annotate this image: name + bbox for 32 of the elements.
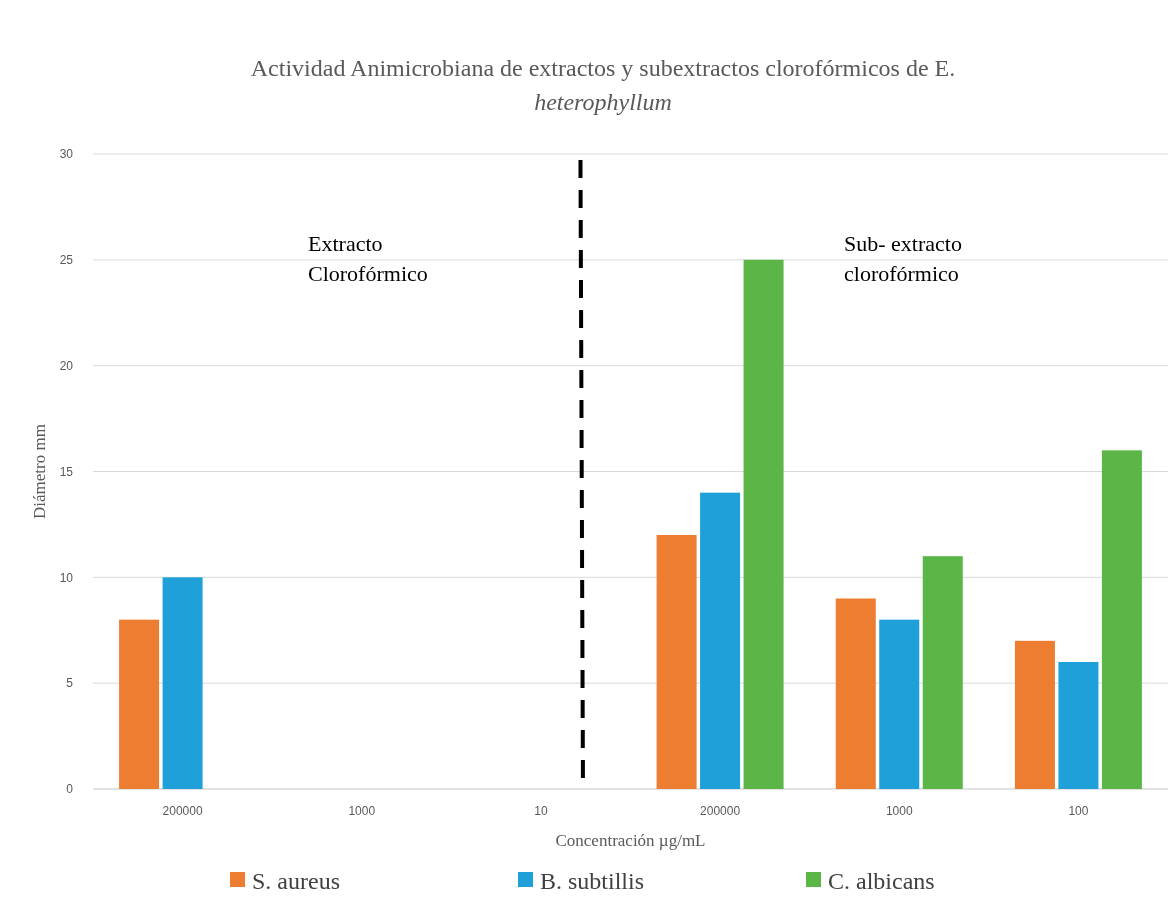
x-tick-label: 200000 (162, 804, 203, 818)
y-tick-label: 25 (59, 253, 74, 268)
y-tick-label: 30 (59, 147, 74, 162)
x-tick-label: 100 (1068, 804, 1089, 818)
bar (835, 598, 876, 789)
y-tick-label: 20 (59, 358, 74, 373)
chart-title: Actividad Animicrobiana de extractos y subextractos clorofórmicos de E. heterophyllum (250, 55, 956, 115)
bar (656, 535, 697, 789)
bar (743, 259, 784, 789)
annotation: Extracto Clorofórmico (308, 231, 428, 286)
bar (1101, 450, 1142, 789)
x-tick-label: 10 (534, 804, 548, 818)
x-tick-label: 1000 (348, 804, 376, 818)
y-tick-label: 10 (59, 570, 74, 585)
x-axis-title: Concentración µg/mL (555, 831, 706, 850)
x-tick-label: 1000 (885, 804, 913, 818)
bar (1058, 662, 1099, 789)
bar (162, 577, 203, 789)
annotation: Sub- extracto clorofórmico (844, 231, 962, 286)
y-axis-title: Diámetro mm (30, 424, 49, 519)
bar (879, 619, 920, 789)
bar (1014, 640, 1055, 789)
bar (119, 619, 160, 789)
legend-label: B. subtillis (540, 868, 645, 895)
x-tick-label: 200000 (700, 804, 741, 818)
y-tick-label: 0 (66, 782, 74, 797)
legend-label: S. aureus (252, 868, 340, 895)
y-tick-label: 5 (66, 676, 74, 691)
legend-label: C. albicans (828, 868, 935, 895)
bar (922, 556, 963, 789)
y-tick-label: 15 (59, 464, 74, 479)
bar (700, 492, 741, 789)
